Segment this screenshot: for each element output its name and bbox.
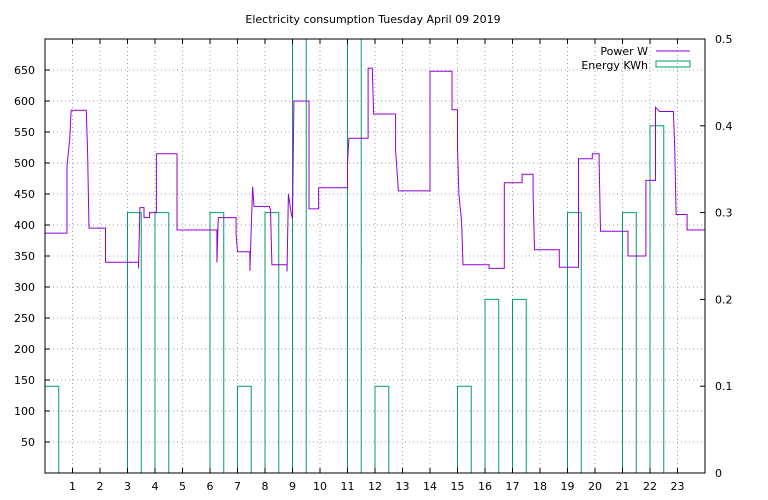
x-tick-label: 3 — [124, 480, 131, 493]
x-tick-label: 5 — [179, 480, 186, 493]
y-tick-label: 650 — [14, 64, 35, 77]
y-tick-label: 50 — [21, 436, 35, 449]
y2-tick-label: 0.3 — [715, 207, 733, 220]
energy-bar — [209, 212, 225, 473]
x-tick-label: 2 — [97, 480, 104, 493]
y-tick-label: 150 — [14, 374, 35, 387]
x-tick-label: 10 — [313, 480, 327, 493]
x-tick-label: 8 — [262, 480, 269, 493]
energy-bar — [127, 212, 142, 473]
energy-bar — [622, 212, 637, 473]
x-tick-label: 18 — [533, 480, 547, 493]
y-tick-label: 250 — [14, 312, 35, 325]
y2-tick-label: 0.5 — [715, 33, 733, 46]
y-tick-label: 100 — [14, 405, 35, 418]
energy-bar — [649, 125, 665, 473]
energy-bar — [264, 212, 280, 473]
y-tick-label: 200 — [14, 343, 35, 356]
axes: 1 2 3 4 5 6 7 8 9 10 11 12 13 14 15 16 17 18 19 20 21 22 23501… — [14, 33, 733, 493]
x-tick-label: 14 — [423, 480, 437, 493]
energy-bar — [512, 298, 527, 473]
legend-energy-swatch — [655, 60, 691, 68]
y-tick-label: 500 — [14, 157, 35, 170]
energy-bar — [237, 385, 252, 473]
y2-tick-label: 0.2 — [715, 293, 733, 306]
y-tick-label: 350 — [14, 250, 35, 263]
x-tick-label: 12 — [368, 480, 382, 493]
y2-tick-label: 0 — [715, 467, 722, 480]
energy-bar — [292, 38, 307, 473]
y2-tick-label: 0.4 — [715, 120, 733, 133]
legend-power-label: Power W — [600, 45, 648, 58]
energy-bar — [567, 212, 582, 473]
x-tick-label: 22 — [643, 480, 657, 493]
y-tick-label: 550 — [14, 126, 35, 139]
power-series — [45, 67, 705, 272]
legend-energy-label: Energy KWh — [581, 59, 648, 72]
x-tick-label: 9 — [289, 480, 296, 493]
y-tick-label: 400 — [14, 219, 35, 232]
x-tick-label: 23 — [671, 480, 685, 493]
legend: Power W Energy KWh — [581, 45, 691, 72]
x-tick-label: 1 — [69, 480, 76, 493]
x-tick-label: 17 — [506, 480, 520, 493]
energy-bar — [484, 298, 500, 473]
y-tick-label: 300 — [14, 281, 35, 294]
power-line — [45, 67, 705, 272]
y2-tick-label: 0.1 — [715, 380, 733, 393]
x-tick-label: 16 — [478, 480, 492, 493]
x-tick-label: 7 — [234, 480, 241, 493]
x-tick-label: 15 — [451, 480, 465, 493]
x-tick-label: 20 — [588, 480, 602, 493]
chart-title: Electricity consumption Tuesday April 09… — [245, 13, 500, 26]
energy-bar — [457, 385, 472, 473]
x-tick-label: 4 — [152, 480, 159, 493]
x-tick-label: 11 — [341, 480, 355, 493]
x-tick-label: 19 — [561, 480, 575, 493]
x-tick-label: 6 — [207, 480, 214, 493]
x-tick-label: 21 — [616, 480, 630, 493]
energy-bar — [154, 212, 170, 473]
y-tick-label: 450 — [14, 188, 35, 201]
energy-bar — [374, 385, 390, 473]
y-tick-label: 600 — [14, 95, 35, 108]
x-tick-label: 13 — [396, 480, 410, 493]
energy-bar — [44, 385, 60, 473]
